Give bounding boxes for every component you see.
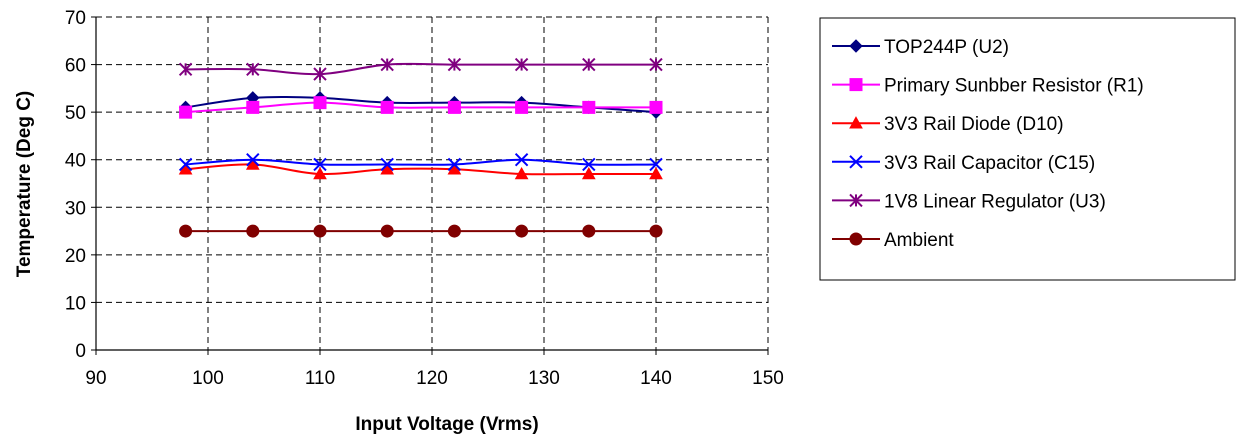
legend-label: 3V3 Rail Diode (D10) bbox=[884, 114, 1064, 135]
data-point-stroke bbox=[246, 153, 260, 167]
grid-lines bbox=[96, 16, 769, 350]
legend-label: Primary Sunbber Resistor (R1) bbox=[884, 76, 1144, 97]
data-point bbox=[447, 100, 461, 114]
data-point bbox=[179, 224, 193, 238]
data-point bbox=[178, 157, 193, 172]
data-point bbox=[246, 62, 260, 77]
data-point-stroke bbox=[447, 157, 462, 172]
data-point bbox=[514, 57, 529, 72]
legend-label: 3V3 Rail Capacitor (C15) bbox=[884, 153, 1095, 174]
data-point bbox=[246, 100, 260, 114]
legend-marker bbox=[849, 78, 863, 92]
data-point bbox=[380, 224, 394, 238]
data-point bbox=[447, 224, 461, 238]
data-point bbox=[515, 224, 529, 238]
tick-labels: 0 10 20 30 40 50 60 70 90 100 110 120 130 140 150 bbox=[65, 8, 784, 389]
data-point bbox=[649, 166, 663, 180]
x-tick-label: 150 bbox=[752, 368, 784, 389]
y-tick-label: 30 bbox=[65, 198, 86, 219]
data-point bbox=[380, 100, 394, 114]
data-point bbox=[649, 157, 663, 172]
data-point bbox=[179, 105, 193, 119]
data-point-stroke bbox=[313, 157, 327, 172]
legend-item: 1V8 Linear Regulator (U3) bbox=[832, 191, 1106, 212]
data-point-stroke bbox=[380, 157, 394, 172]
legend-marker bbox=[849, 155, 863, 169]
data-point bbox=[514, 166, 529, 180]
data-point bbox=[313, 166, 327, 180]
legend-item: Primary Sunbber Resistor (R1) bbox=[832, 76, 1144, 97]
series-4 bbox=[178, 57, 663, 81]
data-point bbox=[649, 57, 663, 72]
data-point bbox=[582, 157, 596, 172]
axes bbox=[91, 16, 769, 355]
legend-label: TOP244P (U2) bbox=[884, 37, 1009, 58]
x-tick-label: 140 bbox=[640, 368, 672, 389]
data-point bbox=[649, 100, 663, 114]
legend-marker bbox=[849, 232, 863, 246]
data-point bbox=[178, 62, 193, 77]
legend-box bbox=[819, 17, 1236, 281]
data-point bbox=[380, 57, 394, 72]
data-point bbox=[447, 57, 462, 72]
data-point-stroke bbox=[514, 153, 529, 167]
series-1 bbox=[179, 96, 663, 119]
legend-label: Ambient bbox=[884, 230, 954, 251]
series-3 bbox=[178, 153, 663, 172]
data-point bbox=[582, 57, 596, 72]
data-point bbox=[246, 224, 260, 238]
legend-item: Ambient bbox=[832, 230, 954, 251]
legend-marker bbox=[849, 39, 863, 53]
data-point bbox=[313, 224, 327, 238]
y-tick-label: 60 bbox=[65, 56, 86, 77]
data-point bbox=[515, 100, 529, 114]
legend-item: 3V3 Rail Diode (D10) bbox=[832, 114, 1064, 135]
series-5 bbox=[179, 224, 663, 238]
y-axis-title: Temperature (Deg C) bbox=[14, 91, 35, 278]
legend-item: TOP244P (U2) bbox=[832, 37, 1009, 58]
legend-label: 1V8 Linear Regulator (U3) bbox=[884, 191, 1106, 212]
x-tick-label: 90 bbox=[85, 368, 106, 389]
y-tick-label: 50 bbox=[65, 103, 86, 124]
y-tick-label: 20 bbox=[65, 246, 86, 267]
x-axis-title: Input Voltage (Vrms) bbox=[355, 414, 538, 435]
data-point bbox=[649, 224, 663, 238]
data-point bbox=[447, 157, 462, 172]
series-line bbox=[185, 62, 656, 76]
legend-marker-stroke bbox=[849, 155, 863, 169]
legend-marker bbox=[849, 116, 863, 129]
y-tick-label: 0 bbox=[75, 341, 86, 362]
data-point bbox=[514, 153, 529, 167]
data-point-stroke bbox=[582, 157, 596, 172]
x-tick-label: 100 bbox=[192, 368, 224, 389]
data-point bbox=[313, 157, 327, 172]
x-tick-label: 110 bbox=[305, 368, 335, 389]
data-point bbox=[582, 100, 596, 114]
legend-marker bbox=[849, 193, 863, 208]
data-point bbox=[380, 157, 394, 172]
data-point bbox=[313, 67, 327, 81]
x-tick-label: 120 bbox=[416, 368, 448, 389]
data-point bbox=[313, 96, 327, 110]
legend: TOP244P (U2) Primary Sunbber Resistor (R1… bbox=[819, 17, 1236, 281]
data-point bbox=[582, 224, 596, 238]
data-point-stroke bbox=[649, 157, 663, 172]
x-tick-label: 130 bbox=[528, 368, 560, 389]
series-line bbox=[185, 158, 657, 166]
data-point bbox=[246, 153, 260, 167]
y-tick-label: 70 bbox=[65, 8, 86, 29]
y-tick-label: 10 bbox=[65, 293, 86, 314]
series-lines bbox=[178, 57, 663, 238]
data-point-stroke bbox=[178, 157, 193, 172]
data-point bbox=[581, 166, 596, 180]
y-tick-label: 40 bbox=[65, 151, 86, 172]
legend-item: 3V3 Rail Capacitor (C15) bbox=[832, 153, 1095, 174]
